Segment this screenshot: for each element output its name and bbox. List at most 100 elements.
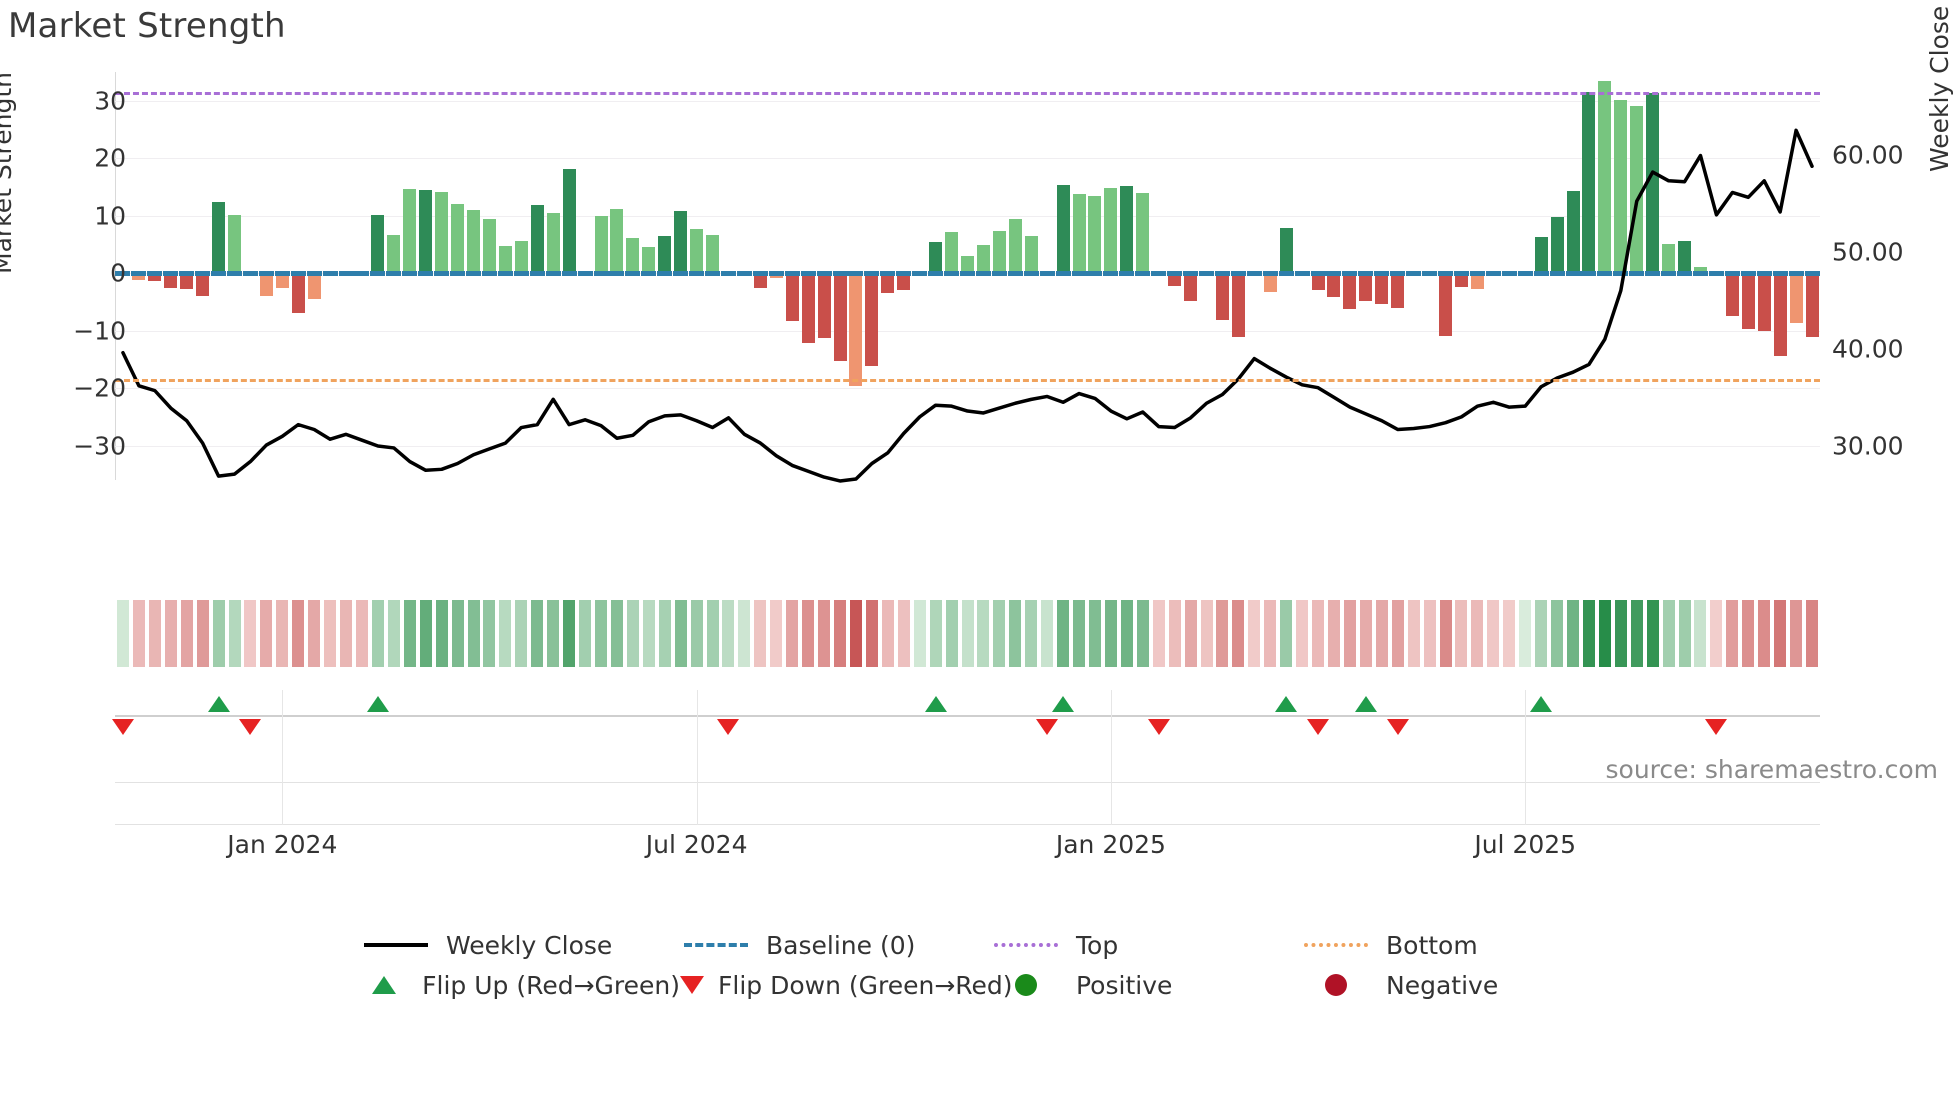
heatmap-cell [1088, 600, 1101, 667]
baseline-tick [1661, 270, 1677, 276]
gridline [115, 158, 1820, 160]
strength-bar [1008, 218, 1022, 274]
triangle-down-icon [680, 976, 704, 994]
x-axis-tick-mark [696, 690, 698, 825]
heatmap-cell [786, 600, 799, 667]
heatmap-cell [340, 600, 353, 667]
heatmap-cell [993, 600, 1006, 667]
flip-down-marker-icon [1307, 719, 1330, 735]
baseline-tick [115, 270, 131, 276]
heatmap-cell [1232, 600, 1245, 667]
heatmap-cell [499, 600, 512, 667]
baseline-tick [434, 270, 450, 276]
strength-bar [785, 273, 799, 322]
circle-red-icon [1325, 974, 1347, 996]
baseline-tick [641, 270, 657, 276]
baseline-tick [1422, 270, 1438, 276]
heatmap-cell [1423, 600, 1436, 667]
heatmap-cell [1104, 600, 1117, 667]
heatmap-cell [977, 600, 990, 667]
baseline-tick [991, 270, 1007, 276]
heatmap-cell [292, 600, 305, 667]
strength-bar [1630, 106, 1644, 274]
baseline-tick [1055, 270, 1071, 276]
circle-green-icon [1015, 974, 1037, 996]
heatmap-cell [387, 600, 400, 667]
heatmap-cell [1662, 600, 1675, 667]
strength-bar [164, 273, 178, 289]
strength-bar [594, 216, 608, 274]
legend-item-baseline[interactable]: Baseline (0) [680, 925, 990, 965]
baseline-tick [1390, 270, 1406, 276]
strength-bar [817, 273, 831, 339]
flip-down-marker-icon [111, 719, 134, 735]
flip-up-marker-icon [1052, 696, 1075, 712]
strength-bar [1454, 273, 1468, 287]
baseline-tick [1374, 270, 1390, 276]
baseline-dash-icon-swatch [680, 943, 752, 947]
baseline-tick [258, 270, 274, 276]
strength-bar [1773, 273, 1787, 357]
legend-item-positive[interactable]: Positive [990, 965, 1300, 1005]
baseline-tick [1039, 270, 1055, 276]
strength-bar [530, 204, 544, 274]
x-axis-tick-label: Jul 2025 [1474, 830, 1577, 859]
legend-row-1: Weekly Close Baseline (0) Top Bottom [360, 925, 1610, 965]
legend-item-weekly-close[interactable]: Weekly Close [360, 925, 680, 965]
heatmap-cell [1774, 600, 1787, 667]
heatmap-cell [1582, 600, 1595, 667]
baseline-tick [1199, 270, 1215, 276]
heatmap-cell [897, 600, 910, 667]
strength-bar [1439, 273, 1453, 336]
left-axis-tick-label: −20 [73, 373, 126, 403]
baseline-tick [195, 270, 211, 276]
heatmap-cell [1567, 600, 1579, 667]
heatmap-cell [595, 600, 607, 667]
heatmap-cell [818, 600, 831, 667]
strength-bar [1598, 81, 1612, 274]
baseline-tick [147, 270, 163, 276]
heatmap-cell [1073, 600, 1086, 667]
heatmap-cell [961, 600, 974, 667]
baseline-tick [290, 270, 306, 276]
legend-item-negative[interactable]: Negative [1300, 965, 1600, 1005]
baseline-tick [1087, 270, 1103, 276]
strength-bar [1168, 273, 1182, 287]
baseline-tick [1469, 270, 1485, 276]
x-axis-tick-mark [1110, 690, 1112, 825]
strength-bar [801, 273, 815, 344]
heatmap-cell [164, 600, 177, 667]
strength-bar [976, 244, 990, 274]
heatmap-cell [531, 600, 544, 667]
baseline-tick [242, 270, 258, 276]
left-axis-tick-label: 30 [94, 86, 126, 116]
heatmap-cell [483, 600, 496, 667]
baseline-tick [1007, 270, 1023, 276]
baseline-tick [832, 270, 848, 276]
legend-item-top[interactable]: Top [990, 925, 1300, 965]
baseline-tick [1517, 270, 1533, 276]
baseline-tick [1740, 270, 1756, 276]
heatmap-cell [865, 600, 878, 667]
heatmap-cell [1758, 600, 1771, 667]
heatmap-cell [722, 600, 735, 667]
heatmap-cell [1248, 600, 1261, 667]
baseline-tick [657, 270, 673, 276]
baseline-tick [1023, 270, 1039, 276]
legend-item-flip-down[interactable]: Flip Down (Green→Red) [680, 965, 1013, 1005]
baseline-tick [705, 270, 721, 276]
strength-bar [132, 273, 146, 281]
gridline [115, 100, 1820, 102]
strength-bar [1470, 273, 1484, 289]
legend-label: Negative [1386, 970, 1499, 1000]
heatmap-cell [371, 600, 384, 667]
baseline-tick [1677, 270, 1693, 276]
left-axis-tick-label: −10 [73, 316, 126, 346]
strength-bar [849, 273, 863, 387]
strength-bar [1263, 273, 1277, 292]
legend-item-bottom[interactable]: Bottom [1300, 925, 1600, 965]
legend-item-flip-up[interactable]: Flip Up (Red→Green) [360, 965, 680, 1005]
strength-bar [1662, 243, 1676, 274]
heatmap-cell [1296, 600, 1309, 667]
strength-bar [1359, 273, 1373, 302]
